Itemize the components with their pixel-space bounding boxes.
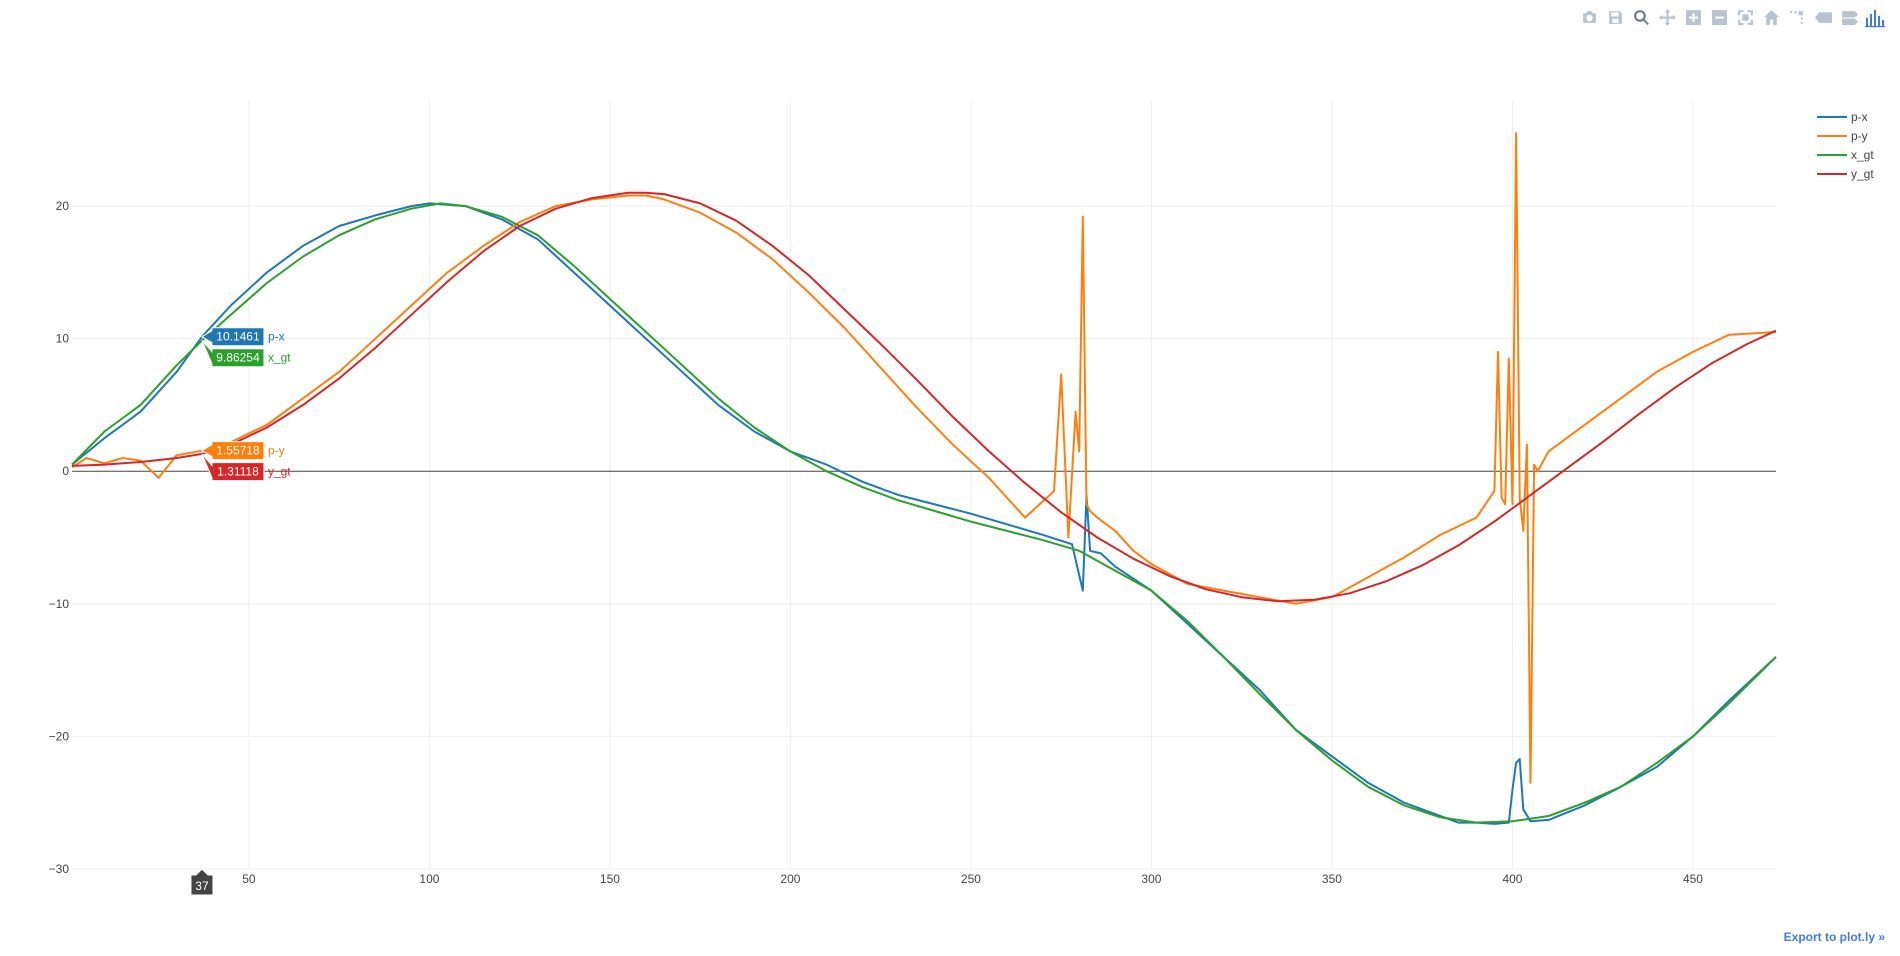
- y-tick-label: 10: [56, 332, 70, 346]
- hover-label-y_gt: 1.31118 y_gt: [201, 453, 291, 482]
- x-tick-label: 250: [961, 872, 981, 886]
- hover-value: 10.1461: [216, 330, 260, 344]
- hover-x-value: 37: [195, 879, 209, 893]
- hover-value: 9.86254: [216, 351, 260, 365]
- hover-series-name: p-x: [268, 330, 285, 344]
- legend-item-p-x[interactable]: p-x: [1817, 110, 1868, 124]
- legend-item-y_gt[interactable]: y_gt: [1817, 167, 1874, 181]
- legend-item-x_gt[interactable]: x_gt: [1817, 148, 1874, 162]
- x-tick-label: 400: [1502, 872, 1522, 886]
- hover-x-box: [190, 868, 214, 896]
- series-line-p-x[interactable]: [71, 202, 1777, 825]
- y-tick-label: 0: [62, 464, 69, 478]
- y-tick-label: −10: [49, 597, 70, 611]
- y-tick-label: −30: [49, 862, 70, 876]
- pan-icon[interactable]: [1656, 6, 1678, 28]
- save-icon[interactable]: [1604, 6, 1626, 28]
- x-tick-label: 50: [242, 872, 256, 886]
- x-tick-label: 350: [1322, 872, 1342, 886]
- hover-label-x_gt: 9.86254 x_gt: [201, 340, 291, 368]
- zoom-in-icon[interactable]: [1682, 6, 1704, 28]
- hover-x-label: 37: [190, 868, 214, 896]
- export-to-plotly-link[interactable]: Export to plot.ly »: [1783, 930, 1885, 944]
- camera-icon[interactable]: [1578, 6, 1600, 28]
- hover-value: 1.31118: [217, 465, 259, 479]
- legend-label: p-x: [1851, 110, 1868, 124]
- x-axis-ticks: 50 100 150 200 250 300 350 400 450: [242, 872, 1703, 886]
- hover-labels: 10.1461 p-x 9.86254 x_gt 1.55718 p-y 1.31118 y_…: [190, 327, 291, 896]
- plotly-logo-icon[interactable]: [1864, 6, 1886, 28]
- hover-compare-icon[interactable]: [1838, 6, 1860, 28]
- hover-label-box: [200, 441, 265, 461]
- legend-label: x_gt: [1851, 148, 1874, 162]
- x-tick-label: 450: [1683, 872, 1703, 886]
- x-tick-label: 300: [1141, 872, 1161, 886]
- legend-label: p-y: [1851, 129, 1868, 143]
- y-tick-label: −20: [49, 729, 70, 743]
- zoom-out-icon[interactable]: [1708, 6, 1730, 28]
- x-tick-label: 150: [600, 872, 620, 886]
- series-line-p-y[interactable]: [71, 132, 1777, 784]
- hover-series-name: y_gt: [268, 465, 291, 479]
- series-line-y_gt[interactable]: [71, 191, 1777, 603]
- grid-lines: [72, 100, 1776, 870]
- hover-value: 1.55718: [216, 444, 260, 458]
- spikelines-icon[interactable]: [1786, 6, 1808, 28]
- autoscale-icon[interactable]: [1734, 6, 1756, 28]
- hover-closest-icon[interactable]: [1812, 6, 1834, 28]
- hover-series-name: p-y: [268, 444, 285, 458]
- home-icon[interactable]: [1760, 6, 1782, 28]
- hover-label-p-x: 10.1461 p-x: [200, 327, 285, 347]
- hover-label-box: [200, 327, 265, 347]
- hover-label-p-y: 1.55718 p-y: [200, 441, 285, 461]
- x-tick-label: 100: [419, 872, 439, 886]
- series-line-x_gt[interactable]: [71, 202, 1777, 824]
- series-lines[interactable]: [71, 132, 1777, 825]
- y-tick-label: 20: [56, 199, 70, 213]
- legend[interactable]: p-x p-y x_gt y_gt: [1817, 110, 1874, 181]
- hover-label-box: [201, 453, 265, 482]
- modebar: [1578, 5, 1886, 29]
- legend-label: y_gt: [1851, 167, 1874, 181]
- hover-series-name: x_gt: [268, 351, 291, 365]
- hover-label-box: [201, 340, 265, 368]
- y-axis-ticks: −30 −20 −10 0 10 20: [49, 199, 70, 876]
- x-tick-label: 200: [780, 872, 800, 886]
- zoom-icon[interactable]: [1630, 6, 1652, 28]
- legend-item-p-y[interactable]: p-y: [1817, 129, 1868, 143]
